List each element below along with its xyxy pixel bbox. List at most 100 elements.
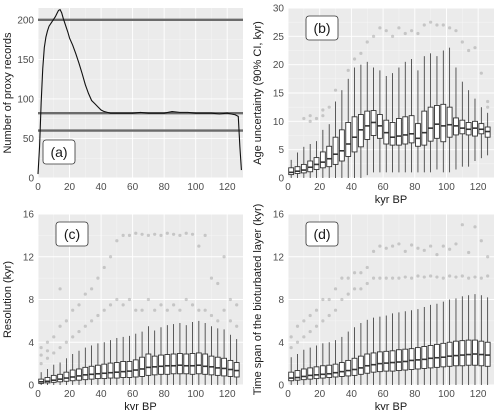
x-tick-label: 100 [438, 182, 455, 193]
box [319, 365, 326, 379]
box [294, 370, 301, 381]
outlier-point [333, 308, 338, 312]
box [389, 122, 396, 146]
outlier-point [422, 23, 426, 27]
outlier-point [289, 345, 293, 350]
x-tick-label: 20 [314, 389, 326, 400]
box [357, 355, 364, 375]
outlier-point [365, 265, 369, 270]
box [389, 350, 396, 372]
box [288, 371, 295, 382]
outlier-point [159, 303, 163, 307]
outlier-point [140, 308, 144, 312]
outlier-point [235, 324, 239, 328]
box [383, 350, 390, 372]
outlier-point [159, 233, 163, 237]
box [459, 119, 466, 135]
x-tick-label: 60 [378, 182, 390, 193]
y-axis-title: Time span of the bioturbated layer (kyr) [252, 204, 264, 396]
x-tick-label: 120 [470, 389, 487, 400]
x-axis-title: kyr BP [375, 401, 407, 410]
outlier-point [390, 276, 395, 280]
outlier-point [197, 244, 201, 248]
outlier-point [216, 281, 220, 286]
outlier-point [108, 303, 113, 307]
outlier-point [172, 232, 176, 236]
outlier-point [127, 297, 132, 302]
box [183, 353, 190, 375]
x-tick-label: 100 [187, 182, 204, 193]
outlier-point [467, 276, 471, 280]
outlier-point [83, 324, 87, 328]
outlier-point [346, 276, 350, 280]
box [345, 359, 352, 377]
outlier-point [172, 303, 176, 307]
outlier-point [486, 255, 490, 259]
x-tick-label: 60 [378, 389, 390, 400]
y-tick-label: 30 [273, 4, 285, 15]
box [164, 354, 171, 375]
box [434, 105, 440, 139]
box [227, 359, 234, 377]
outlier-point [441, 244, 445, 248]
outlier-point [190, 303, 195, 307]
outlier-point [58, 324, 62, 328]
box [101, 363, 108, 380]
y-tick-label: 10 [273, 117, 285, 128]
box [478, 340, 485, 367]
outlier-point [435, 253, 439, 257]
outlier-point [371, 249, 376, 254]
y-tick-label: 0 [278, 174, 284, 185]
x-tick-label: 0 [35, 389, 41, 400]
box [440, 103, 447, 143]
outlier-point [184, 231, 188, 235]
outlier-point [410, 276, 414, 280]
outlier-point [96, 313, 100, 318]
box [421, 110, 428, 146]
panel-label: (d) [313, 226, 330, 242]
outlier-point [153, 308, 157, 312]
outlier-point [39, 353, 43, 357]
panel-tag-box [55, 221, 89, 247]
outlier-point [45, 340, 50, 344]
y-tick-label: 12 [23, 252, 35, 263]
outlier-point [58, 345, 62, 350]
outlier-point [77, 329, 81, 334]
outlier-point [90, 287, 94, 291]
outlier-point [83, 292, 87, 296]
box [351, 116, 358, 153]
box [189, 353, 196, 375]
y-axis-title: Resolution (kyr) [2, 261, 14, 338]
x-tick-label: 120 [470, 182, 487, 193]
y-tick-label: 8 [28, 295, 34, 306]
box [351, 357, 358, 376]
x-tick-label: 40 [346, 389, 358, 400]
panel-d: 0 4 8 12 16 0 20 40 60 80 100 120 kyr BP Time span of… [252, 204, 494, 410]
box [345, 122, 352, 157]
panel-a: 0 50 100 150 200 0 20 40 60 80 100 120 Number of pro… [2, 8, 243, 193]
outlier-point [429, 20, 433, 24]
outlier-point [384, 246, 388, 250]
box [440, 342, 447, 368]
x-tick-label: 0 [285, 182, 291, 193]
box [377, 351, 383, 373]
outlier-point [416, 31, 420, 36]
outlier-point [327, 313, 331, 318]
outlier-point [390, 34, 395, 38]
outlier-point [308, 119, 312, 123]
outlier-point [352, 287, 357, 291]
outlier-point [45, 349, 50, 353]
outlier-point [146, 233, 150, 237]
box [427, 106, 434, 142]
y-tick-label: 4 [28, 338, 34, 349]
y-tick-label: 5 [278, 145, 284, 156]
box [446, 341, 453, 367]
outlier-point [184, 297, 188, 302]
outlier-point [467, 250, 471, 255]
outlier-point [39, 362, 43, 366]
box [139, 356, 145, 377]
box [326, 364, 333, 378]
panel-label: (a) [50, 144, 67, 160]
outlier-point [371, 34, 376, 38]
box [402, 348, 409, 371]
